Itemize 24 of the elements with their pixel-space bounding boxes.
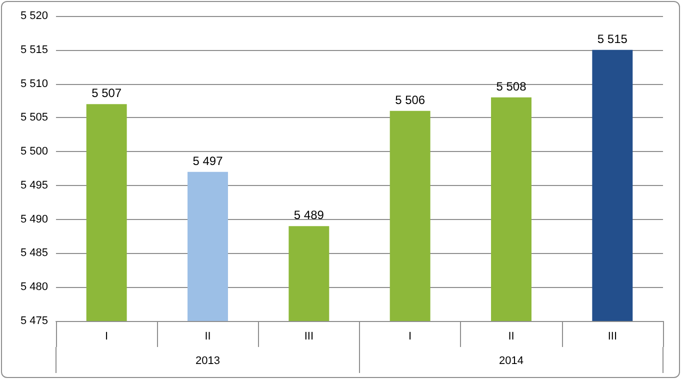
- data-label: 5 506: [395, 92, 426, 107]
- text: 2013: [196, 355, 220, 367]
- x-tick-label: I: [408, 330, 412, 342]
- data-label: 5 489: [294, 208, 324, 222]
- data-label: 5 515: [597, 32, 628, 46]
- data-label: 5 507: [92, 86, 122, 100]
- y-tick-label: 5 500: [20, 146, 48, 158]
- y-tick-label: 5 520: [20, 10, 48, 22]
- y-tick-label: 5 490: [20, 213, 48, 226]
- y-tick-label: 5 475: [20, 315, 48, 327]
- y-tick-label: 5 510: [20, 78, 48, 90]
- data-label: 5 508: [496, 79, 527, 94]
- x-tick-label: II: [204, 330, 211, 342]
- x-tick-label: II: [508, 330, 514, 342]
- y-tick-label: 5 515: [20, 44, 48, 56]
- x-tick-label: III: [304, 330, 314, 342]
- y-tick-label: 5 505: [20, 112, 48, 124]
- data-label: 5 497: [192, 154, 224, 168]
- x-tick-label: I: [105, 330, 108, 342]
- y-tick-label: 5 485: [20, 247, 48, 260]
- text: 2014: [499, 355, 524, 367]
- y-tick-label: 5 495: [20, 179, 48, 192]
- y-tick-label: 5 480: [20, 281, 48, 294]
- x-tick-label: III: [608, 330, 618, 342]
